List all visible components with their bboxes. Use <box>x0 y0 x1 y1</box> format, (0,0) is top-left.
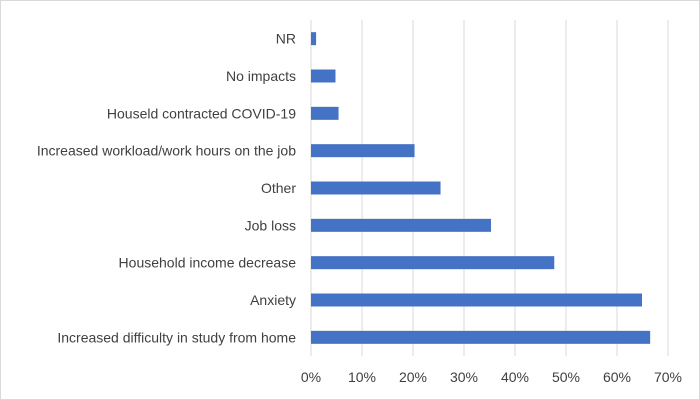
category-label: Household income decrease <box>119 255 297 271</box>
bar <box>311 330 651 344</box>
category-label: Increased difficulty in study from home <box>57 329 296 345</box>
bar <box>311 106 339 120</box>
x-tick-label: 20% <box>399 369 427 385</box>
x-tick-label: 60% <box>603 369 631 385</box>
x-tick-label: 40% <box>501 369 529 385</box>
category-label: NR <box>276 31 296 47</box>
x-tick-label: 70% <box>654 369 682 385</box>
bar <box>311 256 555 270</box>
category-label: No impacts <box>226 68 296 84</box>
x-tick-labels: 0% 10% 20% 30% 40% 50% 60% 70% <box>301 369 682 385</box>
category-label: Job loss <box>245 217 296 233</box>
x-tick-label: 10% <box>348 369 376 385</box>
bar <box>311 181 441 195</box>
category-labels: NR No impacts Houseld contracted COVID-19 I… <box>37 31 296 346</box>
category-label: Anxiety <box>250 292 296 308</box>
category-label: Increased workload/work hours on the job <box>37 143 296 159</box>
bar <box>311 144 415 158</box>
category-label: Houseld contracted COVID-19 <box>107 105 296 121</box>
bar <box>311 218 492 232</box>
bars <box>311 32 651 344</box>
category-label: Other <box>261 180 296 196</box>
bar <box>311 293 642 307</box>
x-tick-label: 30% <box>450 369 478 385</box>
x-tick-label: 0% <box>301 369 321 385</box>
x-tick-label: 50% <box>552 369 580 385</box>
bar <box>311 32 317 46</box>
bar <box>311 69 336 83</box>
